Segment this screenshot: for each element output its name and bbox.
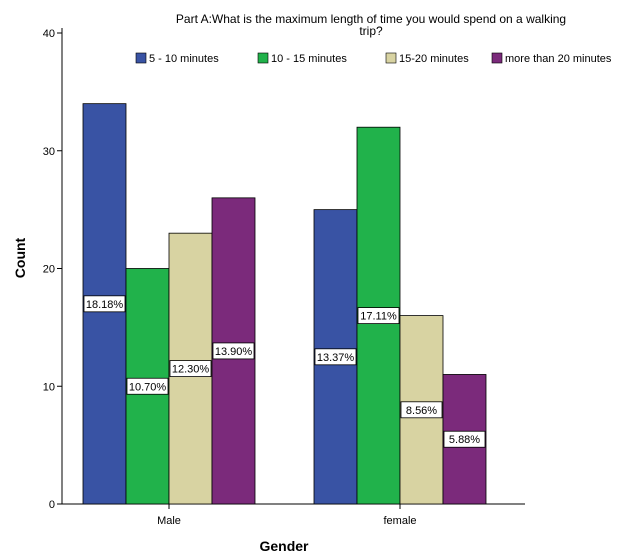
y-tick-label: 30 [43,146,55,158]
data-label: 13.37% [314,348,357,366]
data-label-box [400,401,443,419]
data-label: 18.18% [83,295,126,313]
legend-swatch-15-20-minutes [385,52,397,64]
data-label-text: 8.56% [406,405,437,417]
data-label-box [169,360,212,377]
y-axis-title: Count [12,237,28,278]
data-label: 13.90% [212,342,255,360]
data-label-box [126,377,169,395]
legend-swatch-10-15-minutes [257,52,269,64]
data-label-box [314,348,357,366]
data-label: 5.88% [443,430,486,448]
legend-label-15-20-minutes: 15-20 minutes [399,53,469,65]
data-label: 10.70% [126,377,169,395]
legend-label-5-10-minutes: 5 - 10 minutes [149,53,219,65]
data-label: 17.11% [357,307,400,325]
data-label-text: 12.30% [172,364,210,376]
data-label: 8.56% [400,401,443,419]
bars [82,103,487,505]
data-label-text: 13.90% [215,346,253,358]
x-axis-title: Gender [259,538,309,554]
data-label: 12.30% [169,360,212,377]
y-tick-label: 40 [43,28,55,40]
data-label-box [443,430,486,448]
x-tick-label: female [383,515,416,527]
legend-label-more-than-20-minutes: more than 20 minutes [505,53,612,65]
data-label-text: 5.88% [449,434,480,446]
data-label-box [212,342,255,360]
data-label-text: 17.11% [360,311,397,323]
data-label-text: 13.37% [317,352,355,364]
data-label-box [357,307,400,325]
data-label-text: 18.18% [86,299,124,311]
axes: 0 10 20 30 40 Male female [43,28,525,527]
legend-swatch-5-10-minutes [135,52,147,64]
chart-title-line-0: Part A:What is the maximum length of tim… [176,12,566,26]
y-tick-label: 0 [49,499,55,511]
legend-label-10-15-minutes: 10 - 15 minutes [271,53,347,65]
legend: 5 - 10 minutes 10 - 15 minutes 15-20 minut… [135,52,612,65]
data-label-text: 10.70% [129,381,167,393]
y-tick-label: 20 [43,264,55,276]
x-tick-label: Male [157,515,181,527]
chart-title-line-1: trip? [359,24,383,38]
chart-title: Part A:What is the maximum length of tim… [176,12,566,38]
y-tick-label: 10 [43,381,55,393]
legend-swatch-more-than-20-minutes [491,52,503,64]
data-labels: 18.18% 10.70% 12.30% 13.90% 13.37% 17.11% 8.56… [83,295,486,448]
data-label-box [83,295,126,313]
